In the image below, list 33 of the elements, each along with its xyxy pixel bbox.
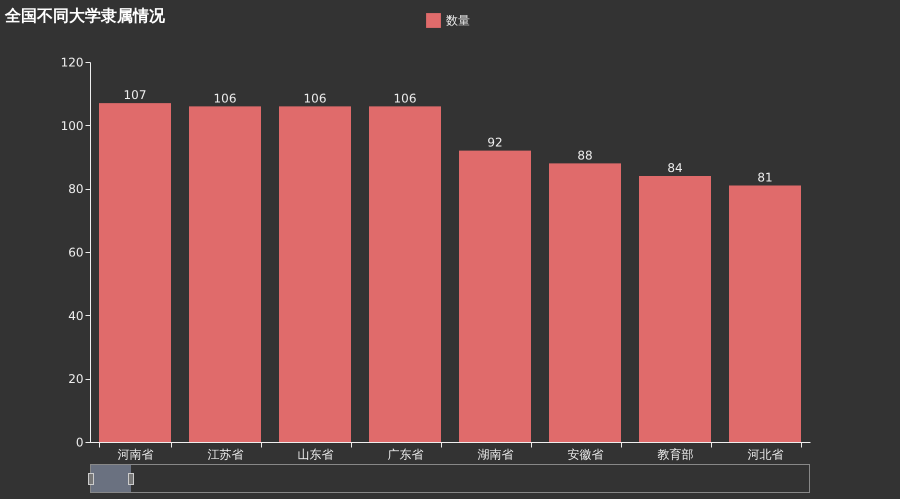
x-tick-label: 山东省 — [298, 448, 334, 462]
y-tick-label: 120 — [60, 56, 84, 70]
bar — [369, 106, 441, 442]
data-label: 106 — [304, 91, 326, 106]
x-tick-label: 广东省 — [388, 448, 424, 462]
bar — [189, 106, 261, 442]
x-tick-label: 湖南省 — [478, 448, 514, 462]
data-label: 106 — [214, 91, 236, 106]
y-tick-label: 100 — [60, 118, 84, 133]
y-tick-label: 0 — [76, 436, 84, 450]
x-tick-label: 江苏省 — [208, 448, 244, 462]
data-label: 81 — [757, 170, 773, 184]
bar — [549, 163, 621, 442]
x-tick-label: 河南省 — [118, 448, 154, 462]
x-tick-label: 河北省 — [748, 448, 784, 462]
y-tick-label: 60 — [68, 246, 84, 260]
data-label: 92 — [487, 136, 503, 150]
data-label: 88 — [577, 148, 593, 162]
chart-title: 全国不同大学隶属情况 — [5, 6, 165, 27]
bar — [279, 106, 351, 442]
data-label: 107 — [124, 88, 146, 102]
bar — [99, 103, 171, 442]
bar — [729, 186, 801, 442]
data-label: 106 — [394, 91, 416, 106]
bar — [459, 150, 531, 442]
data-label: 84 — [667, 161, 683, 175]
y-tick-label: 80 — [68, 182, 84, 196]
legend-label: 数量 — [446, 14, 470, 28]
x-tick-label: 教育部 — [658, 448, 694, 462]
y-tick-label: 20 — [68, 372, 84, 386]
x-tick-label: 安徽省 — [568, 448, 604, 462]
y-tick-label: 40 — [68, 308, 84, 323]
bar — [639, 176, 711, 442]
